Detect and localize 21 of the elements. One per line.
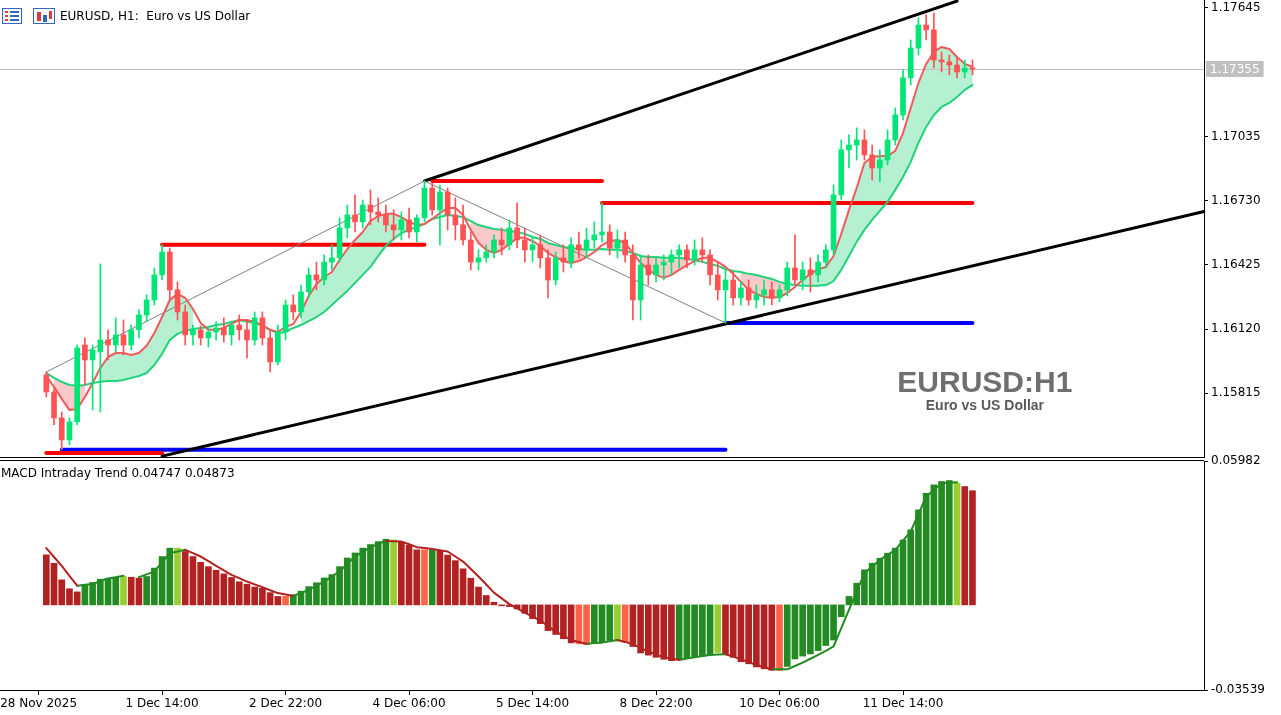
annotation: EURUSD:H1	[897, 365, 1073, 399]
x-tick-label: 10 Dec 06:00	[739, 696, 820, 711]
ref-line-label: 1.17355	[1210, 62, 1260, 77]
text: EURUSD, H1: Euro vs US Dollar	[60, 8, 251, 24]
x-tick-label: 8 Dec 22:00	[619, 696, 693, 711]
y-tick-label: 1.16120	[1211, 321, 1261, 336]
y-tick-label: 1.16425	[1211, 256, 1261, 271]
y-tick-label: -0.03539	[1211, 682, 1265, 697]
annotation: Euro vs US Dollar	[925, 396, 1045, 413]
y-tick-label: 1.17645	[1211, 0, 1261, 15]
x-tick-label: 4 Dec 06:00	[372, 696, 446, 711]
y-tick-label: 1.15815	[1211, 385, 1261, 400]
x-tick-label: 1 Dec 14:00	[125, 696, 199, 711]
text: MACD Intraday Trend 0.04747 0.04873	[1, 465, 235, 481]
x-tick-label: 2 Dec 22:00	[249, 696, 323, 711]
x-tick-label: 11 Dec 14:00	[862, 696, 944, 711]
x-tick-label: 5 Dec 14:00	[496, 696, 570, 711]
y-tick-label: 1.16730	[1211, 192, 1261, 207]
y-tick-label: 0.05982	[1211, 453, 1261, 468]
x-tick-label: 28 Nov 2025	[0, 696, 78, 711]
y-tick-label: 1.17035	[1211, 128, 1261, 143]
